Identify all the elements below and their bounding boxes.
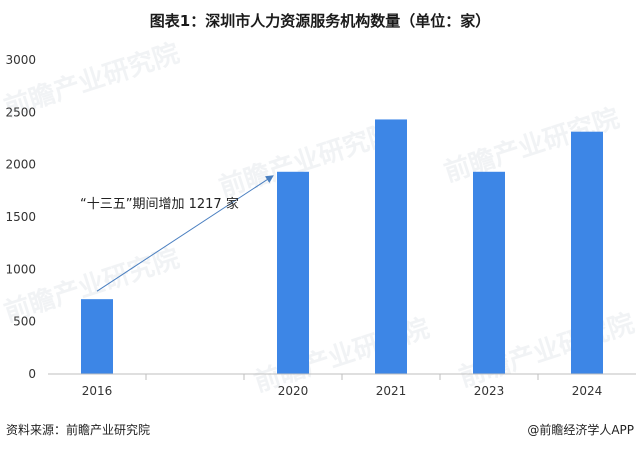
x-tick-label: 2016 — [82, 384, 113, 398]
y-tick-label: 2000 — [5, 158, 36, 172]
source-note: 资料来源：前瞻产业研究院 — [6, 423, 151, 437]
x-tick-label: 2021 — [376, 384, 407, 398]
credit-note: @前瞻经济学人APP — [527, 423, 634, 437]
x-tick-label: 2024 — [572, 384, 603, 398]
y-tick-label: 3000 — [5, 53, 36, 67]
x-tick-label: 2023 — [474, 384, 505, 398]
y-tick-label: 500 — [13, 315, 36, 329]
bar — [277, 171, 309, 374]
x-tick-label: 2020 — [278, 384, 309, 398]
annotation-label: “十三五”期间增加 1217 家 — [80, 196, 239, 212]
y-tick-label: 2500 — [5, 105, 36, 119]
bar — [375, 119, 407, 374]
annotation-arrow — [96, 175, 274, 292]
y-tick-label: 1500 — [5, 210, 36, 224]
bar — [473, 171, 505, 374]
y-tick-label: 1000 — [5, 262, 36, 276]
chart-title: 图表1：深圳市人力资源服务机构数量（单位：家） — [149, 12, 491, 30]
bar — [571, 131, 603, 374]
bar — [81, 299, 113, 374]
y-tick-label: 0 — [28, 367, 36, 381]
